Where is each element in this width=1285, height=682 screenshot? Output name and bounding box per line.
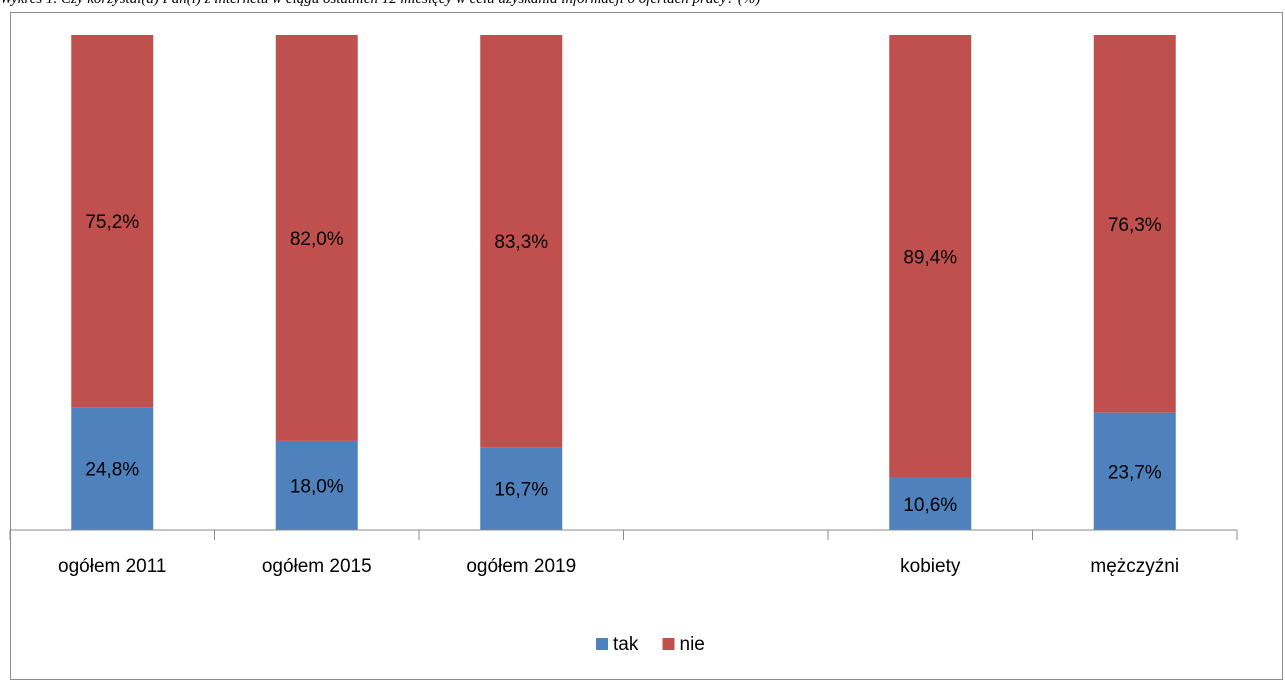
data-label-nie-3: 83,3% (494, 232, 548, 253)
data-label-nie-1: 75,2% (85, 212, 139, 233)
bar-tak-1 (71, 407, 154, 530)
bar-tak-2 (275, 440, 358, 530)
bar-nie-2 (275, 35, 358, 441)
legend-label-nie: nie (680, 634, 705, 655)
data-label-tak-5: 10,6% (903, 495, 957, 516)
legend-swatch-nie (662, 638, 675, 650)
data-label-tak-3: 16,7% (494, 480, 548, 501)
bar-nie-3 (480, 35, 563, 448)
bar-tak-5 (889, 477, 972, 530)
data-label-nie-5: 89,4% (903, 247, 957, 268)
legend-swatch-tak (596, 638, 608, 650)
data-label-tak-6: 23,7% (1108, 462, 1162, 483)
data-label-nie-2: 82,0% (290, 229, 344, 250)
data-label-tak-1: 24,8% (85, 460, 139, 481)
x-tick-label-3: ogółem 2019 (466, 556, 576, 577)
x-tick-label-1: ogółem 2011 (58, 556, 166, 577)
bar-tak-3 (480, 447, 563, 530)
x-tick-label-2: ogółem 2015 (262, 556, 372, 577)
bar-nie-5 (889, 35, 972, 478)
legend-label-tak: tak (613, 634, 639, 655)
data-label-tak-2: 18,0% (290, 476, 344, 497)
x-tick-label-5: kobiety (900, 556, 961, 577)
chart-caption: Wykres 1. Czy korzystał(a) Pan(i) z inte… (0, 0, 1285, 10)
x-tick-label-6: mężczyźni (1090, 556, 1179, 577)
bar-nie-6 (1093, 35, 1176, 413)
bar-tak-6 (1093, 412, 1176, 530)
chart-frame (10, 12, 1283, 680)
data-label-nie-6: 76,3% (1108, 215, 1162, 236)
bar-nie-1 (71, 35, 154, 408)
